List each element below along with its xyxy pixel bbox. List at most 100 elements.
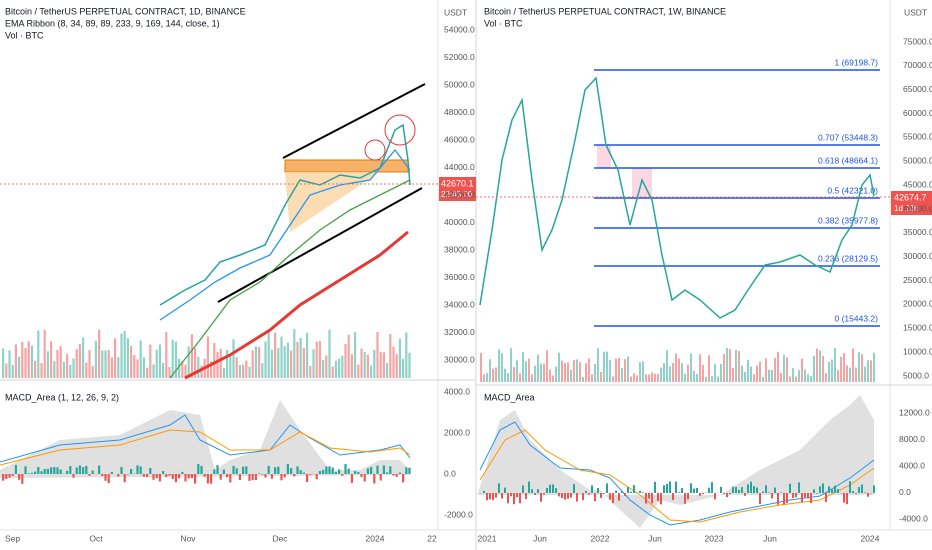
histogram-bar [296,466,299,474]
volume-bar [711,376,713,382]
macd-line [0,414,411,463]
price-axis-label: 50000.0 [444,79,475,89]
histogram-bar [219,474,222,480]
price-axis-label: 52000.0 [444,52,475,62]
histogram-bar [398,472,401,474]
histogram-bar [309,474,312,476]
volume [2,329,875,382]
volume-bar [53,361,56,378]
histogram-bar [363,474,366,482]
fib-label: 0 (15443.2) [835,313,879,323]
histogram-bar [78,465,81,474]
histogram-bar [72,474,75,478]
volume-bar [101,350,104,378]
volume-bar [762,376,764,382]
histogram-bar [184,474,187,482]
histogram-bar [139,466,142,474]
histogram-bar [158,474,161,482]
price-line [479,76,875,319]
price-axis-label: 30000.0 [444,354,475,364]
histogram-bar [687,493,689,500]
histogram-bar [846,493,848,505]
triangle [285,172,380,232]
histogram-bar [663,485,665,493]
histogram-bar [238,474,241,480]
histogram-bar [648,493,650,499]
histogram-bar [564,493,566,500]
volume-bar [642,361,644,382]
price-axis-label: 65000.0 [903,84,932,94]
volume-bar [627,356,629,382]
volume-bar [864,366,866,382]
price-axis-label: 20000.0 [903,299,932,309]
histogram-bar [197,464,200,474]
histogram-bar [651,493,653,504]
volume-bar [633,373,635,382]
volume-bar [804,369,806,382]
volume-bar [280,336,283,378]
histogram-bar [210,474,213,484]
volume-bar [187,346,190,378]
volume-bar [341,355,344,378]
volume-bar [5,363,8,378]
histogram-bar [162,471,165,474]
volume-bar [654,373,656,382]
volume-bar [855,367,857,382]
volume-bar [726,348,728,382]
volume-bar [14,344,17,378]
histogram-bar [30,472,33,474]
volume-bar [235,357,238,378]
volume-bar [732,367,734,382]
channel-line [282,83,426,159]
histogram-bar [59,469,62,474]
price-axis-label: 54000.0 [444,24,475,34]
histogram-bar [591,485,593,493]
volume-bar [293,329,296,378]
volume-bar [264,341,267,378]
volume-bar [226,349,229,378]
histogram-bar [561,493,563,499]
volume-bar [248,366,251,378]
histogram-bar [14,464,17,474]
volume-bar [315,341,318,378]
volume-bar [232,339,235,378]
volume-bar [104,350,107,378]
histogram-bar [546,488,548,493]
histogram-bar [732,486,734,493]
histogram-bar [741,487,743,493]
price-axis-label: 44000.0 [444,162,475,172]
histogram-bar [110,472,113,474]
histogram-bar [513,493,515,505]
chart-header: Bitcoin / TetherUS PERPETUAL CONTRACT, 1… [484,6,726,16]
volume-bar [510,348,512,382]
volume-bar [168,367,171,378]
histogram-bar [504,487,506,493]
histogram-bar [357,472,360,474]
histogram-bar [149,467,152,474]
histogram-bar [528,481,530,493]
histogram-bar [123,474,126,483]
histogram-bar [729,493,731,495]
histogram-bar [206,474,209,484]
volume-bar [813,355,815,382]
volume-bar [606,351,608,382]
volume-bar [582,376,584,382]
countdown: 1d 23h [894,204,918,213]
volume-bar [564,363,566,382]
macd-title: MACD_Area [484,392,535,402]
histogram-bar [290,468,293,474]
volume-bar [522,352,524,382]
volume-bar [146,367,149,378]
histogram-bar [735,486,737,493]
time-axis-label: Nov [180,533,196,543]
volume-bar [306,332,309,378]
volume-bar [579,362,581,382]
histogram-bar [816,493,818,494]
volume-bar [158,344,161,378]
volume-bar [389,333,392,378]
volume-bar [155,349,158,378]
histogram-bar [56,467,59,474]
volume-bar [705,376,707,382]
histogram-bar [360,474,363,478]
volume-bar [258,346,261,378]
